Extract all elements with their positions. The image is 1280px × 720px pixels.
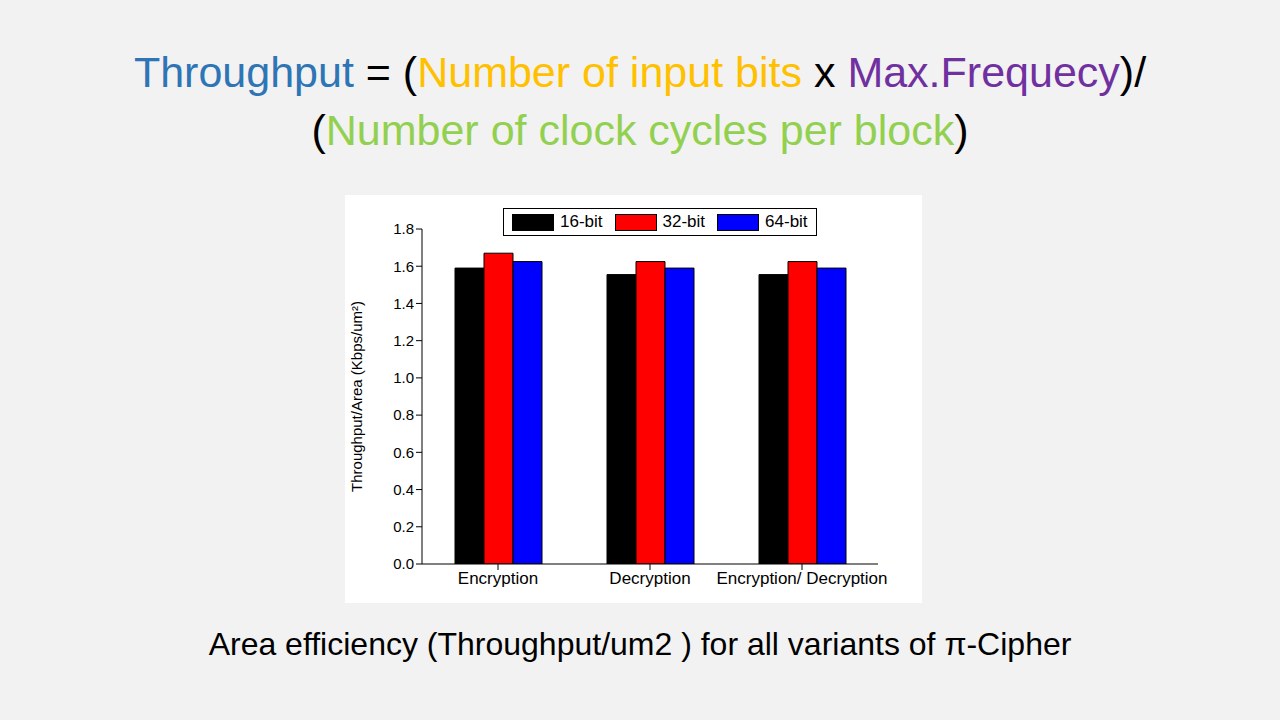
svg-text:1.8: 1.8 bbox=[393, 220, 414, 237]
html-text:64-bit: 64-bit bbox=[765, 212, 808, 231]
svg-text:0.0: 0.0 bbox=[393, 555, 414, 572]
html-text:16-bit: 16-bit bbox=[560, 212, 603, 231]
svg-text:Throughput/Area (Kbps/um²): Throughput/Area (Kbps/um²) bbox=[348, 301, 365, 492]
svg-text:Encryption/ Decryption: Encryption/ Decryption bbox=[716, 569, 887, 588]
svg-text:0.8: 0.8 bbox=[393, 406, 414, 423]
html-text:Throughput = (Number of input: Throughput = (Number of input bits x Max… bbox=[133, 48, 1147, 96]
svg-text:1.2: 1.2 bbox=[393, 332, 414, 349]
html-text:32-bit: 32-bit bbox=[662, 212, 706, 231]
svg-text:1.4: 1.4 bbox=[393, 295, 414, 312]
svg-text:0.4: 0.4 bbox=[393, 481, 414, 498]
svg-text:0.2: 0.2 bbox=[393, 518, 414, 535]
svg-text:1.6: 1.6 bbox=[393, 258, 414, 275]
svg-text:1.0: 1.0 bbox=[393, 369, 414, 386]
svg-text:Encryption: Encryption bbox=[458, 569, 538, 588]
html-text:(Number of clock cycles per bl: (Number of clock cycles per block) bbox=[311, 106, 969, 154]
svg-text:0.6: 0.6 bbox=[393, 444, 414, 461]
svg-text:Decryption: Decryption bbox=[609, 569, 690, 588]
html-text:Area efficiency (Throughput/um: Area efficiency (Throughput/um2 ) for al… bbox=[208, 626, 1072, 662]
